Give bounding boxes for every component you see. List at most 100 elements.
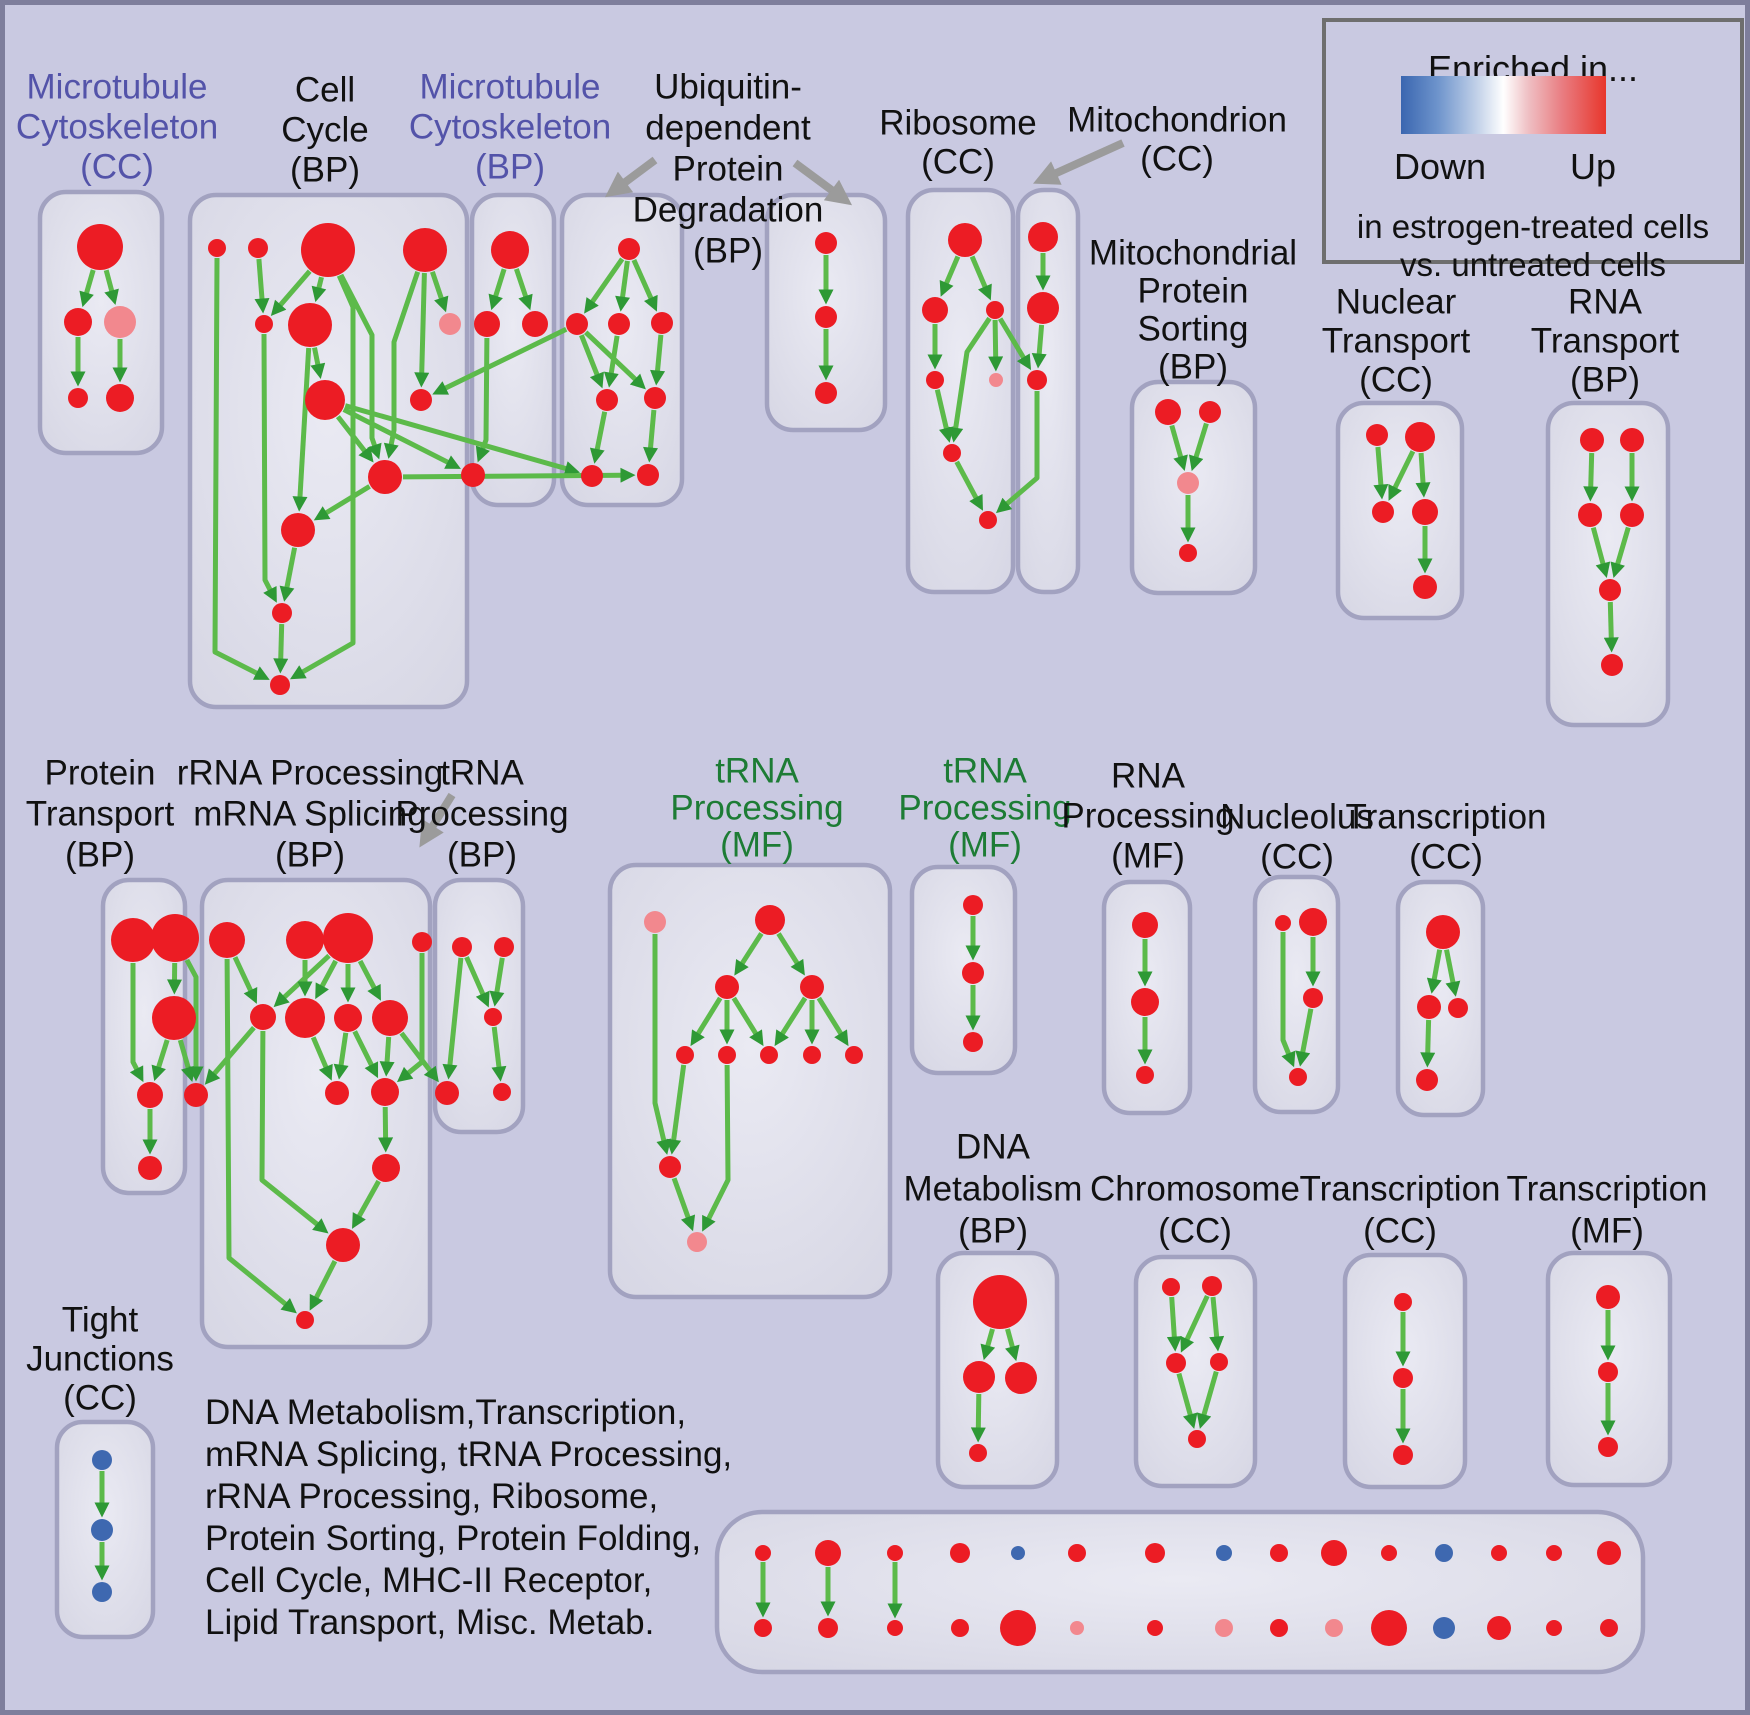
cluster-label-transcription-mf: Transcription [1507, 1170, 1708, 1209]
cluster-label-dna-metabolism-bp: (BP) [958, 1212, 1028, 1251]
go-edge [212, 257, 270, 680]
cluster-box-rna-transport [1545, 400, 1671, 728]
label-pointer-arrow [604, 156, 658, 198]
go-term-node [301, 223, 355, 277]
cluster-label-rna-transport-bp: Transport [1531, 322, 1680, 361]
go-term-node [137, 1082, 163, 1108]
go-term-node [1005, 1362, 1037, 1394]
go-term-node [1620, 428, 1644, 452]
go-term-node [326, 1228, 360, 1262]
go-term-node [845, 1046, 863, 1064]
go-edge [816, 996, 849, 1047]
go-edge [311, 276, 327, 303]
go-edge [1031, 324, 1047, 369]
go-term-node [962, 962, 984, 984]
legend-up-label: Up [1569, 146, 1616, 187]
go-term-node [1381, 1545, 1397, 1561]
go-term-node [950, 1543, 970, 1563]
go-edge [603, 335, 620, 388]
go-term-node [1303, 988, 1323, 1008]
go-edge [79, 269, 96, 308]
go-edge [309, 1259, 338, 1311]
go-edge [579, 334, 604, 389]
go-term-node [151, 914, 199, 962]
go-edge [1426, 949, 1443, 994]
cluster-label-chromosome-cc: Chromosome [1090, 1170, 1300, 1209]
go-term-node [491, 231, 529, 269]
footnote-line: Protein Sorting, Protein Folding, [205, 1519, 702, 1558]
go-term-node [138, 1156, 162, 1180]
go-term-node [803, 1046, 821, 1064]
go-term-node [439, 313, 461, 335]
go-edge [1583, 452, 1599, 502]
go-term-node [1371, 1610, 1407, 1646]
go-edge [383, 271, 421, 459]
go-term-node [1416, 1069, 1438, 1091]
cluster-label-microtubule-cytoskeleton-bp: Microtubule [420, 68, 601, 107]
go-term-node [91, 1519, 113, 1541]
go-term-node [286, 921, 324, 959]
go-edge [980, 1328, 996, 1361]
go-term-node [566, 313, 588, 335]
cluster-label-microtubule-cytoskeleton-bp: Cytoskeleton [409, 108, 611, 147]
cluster-label-microtubule-cytoskeleton-bp: (BP) [475, 148, 545, 187]
go-edge [184, 958, 204, 1082]
go-edge [1415, 452, 1431, 498]
go-term-node [77, 224, 123, 270]
go-edge [934, 389, 954, 443]
cluster-label-transcription-cc-bot: Transcription [1300, 1170, 1501, 1209]
go-term-node [637, 464, 659, 486]
go-term-node [484, 1008, 502, 1026]
go-term-node [986, 301, 1004, 319]
go-term-node [305, 380, 345, 420]
go-term-node [1216, 1545, 1232, 1561]
go-edge [335, 415, 374, 463]
go-edge [970, 1393, 986, 1443]
cluster-label-dna-metabolism-bp: DNA [956, 1128, 1031, 1167]
go-edge-cross-cluster [399, 1031, 439, 1083]
go-term-node [659, 1156, 681, 1178]
go-term-node [1413, 575, 1437, 599]
go-term-node [1028, 222, 1058, 252]
go-term-node [1491, 1545, 1507, 1561]
go-term-node [368, 460, 402, 494]
go-edge [103, 269, 119, 306]
cluster-label-dna-metabolism-bp: Metabolism [904, 1170, 1083, 1209]
go-term-node [1546, 1620, 1562, 1636]
go-edge [313, 484, 371, 521]
go-term-node [1068, 1544, 1086, 1562]
go-edge [643, 409, 659, 463]
go-term-node [1270, 1544, 1288, 1562]
go-edge [1209, 1296, 1225, 1352]
go-term-node [1597, 1541, 1621, 1565]
go-term-node [1275, 915, 1291, 931]
go-term-node [1162, 1278, 1180, 1296]
go-term-node [272, 603, 292, 623]
cluster-label-nucleolus-cc: (CC) [1260, 838, 1334, 877]
go-term-node [1131, 988, 1159, 1016]
go-edge [1373, 446, 1389, 500]
cluster-box-nuc-transport [1335, 400, 1465, 621]
go-term-node [887, 1620, 903, 1636]
go-term-node [92, 1450, 112, 1470]
cluster-box-chromosome [1133, 1254, 1258, 1489]
go-edge [584, 257, 625, 314]
cluster-box-mt-cc [37, 189, 165, 456]
go-term-node [285, 998, 325, 1038]
go-edge [1169, 424, 1188, 471]
go-term-node [1147, 1620, 1163, 1636]
go-term-node [1145, 1543, 1165, 1563]
cluster-box-misc-strip [714, 1509, 1646, 1675]
cluster-label-nuclear-transport-cc: (CC) [1359, 361, 1433, 400]
go-term-node [152, 996, 196, 1040]
cluster-label-nuclear-transport-cc: Transport [1322, 322, 1471, 361]
cluster-box-transcription-cc-mid [1395, 879, 1486, 1118]
go-edge [279, 547, 298, 602]
go-edge [734, 932, 764, 976]
go-term-node [1412, 499, 1438, 525]
go-term-node [754, 1619, 772, 1637]
cluster-label-rna-transport-bp: RNA [1568, 283, 1643, 322]
go-edge [731, 996, 764, 1047]
